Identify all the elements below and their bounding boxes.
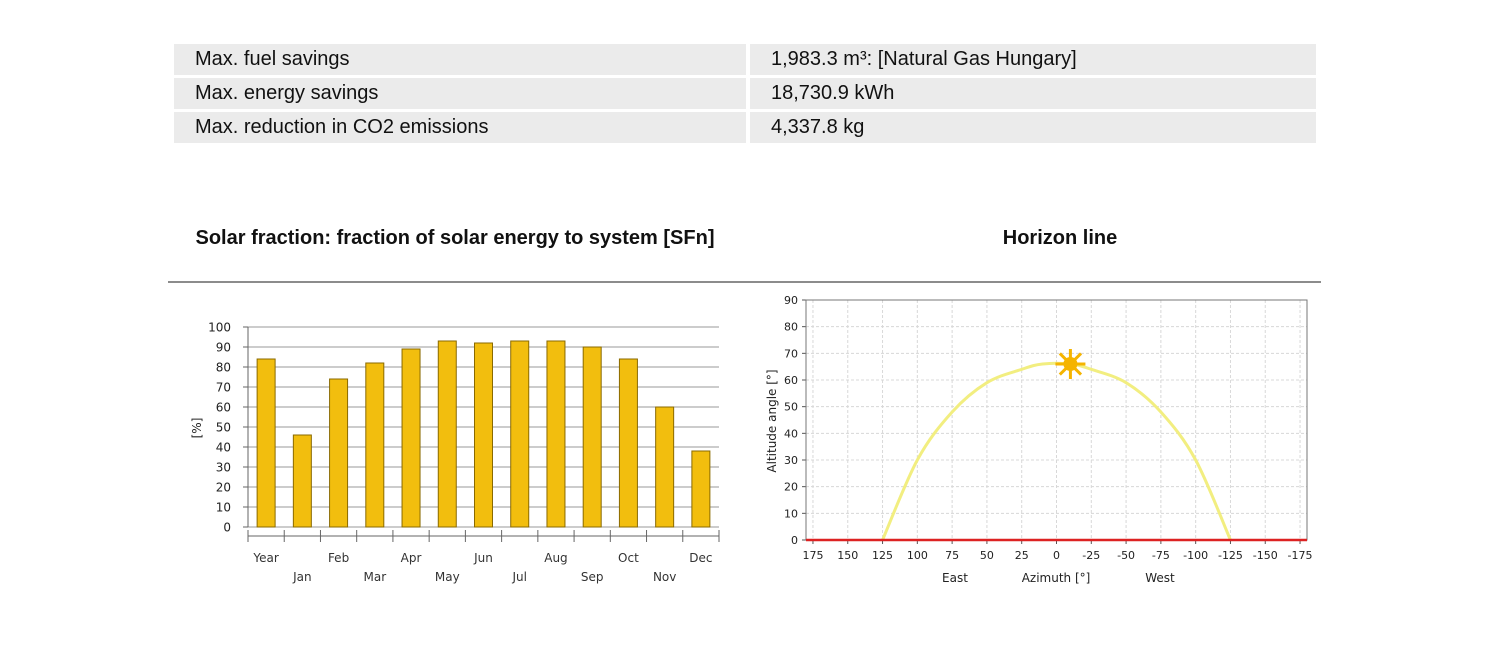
y-tick-label: 0 — [223, 521, 231, 535]
x-tick-label: Jan — [292, 570, 312, 584]
y-tick-label: 90 — [784, 294, 798, 307]
y-tick-label: 10 — [784, 507, 798, 520]
x-tick-label: 125 — [872, 549, 893, 562]
x-tick-label: 50 — [980, 549, 994, 562]
x-tick-label: -75 — [1152, 549, 1170, 562]
y-tick-label: 60 — [784, 374, 798, 387]
summary-value: 1,983.3 m³: [Natural Gas Hungary] — [746, 44, 1316, 75]
summary-label: Max. reduction in CO2 emissions — [174, 112, 746, 143]
y-tick-label: 20 — [784, 481, 798, 494]
x-tick-label: 75 — [945, 549, 959, 562]
x-tick-label: -50 — [1117, 549, 1135, 562]
x-tick-label: Year — [252, 551, 278, 565]
bar — [691, 450, 711, 528]
x-tick-label: Oct — [618, 551, 639, 565]
x-tick-label: -125 — [1218, 549, 1243, 562]
bar — [618, 358, 638, 528]
y-tick-label: 50 — [784, 401, 798, 414]
summary-table: Max. fuel savings 1,983.3 m³: [Natural Ga… — [174, 41, 1316, 146]
y-tick-label: 70 — [784, 347, 798, 360]
east-label: East — [942, 571, 968, 585]
x-tick-label: 150 — [837, 549, 858, 562]
y-tick-label: 50 — [216, 421, 231, 435]
bar — [582, 346, 602, 528]
x-tick-label: 0 — [1053, 549, 1060, 562]
y-tick-label: 0 — [791, 534, 798, 547]
y-tick-label: 20 — [216, 481, 231, 495]
x-tick-label: 175 — [802, 549, 823, 562]
y-tick-label: 30 — [216, 461, 231, 475]
y-tick-label: 80 — [216, 361, 231, 375]
bar — [365, 362, 385, 528]
x-tick-label: Feb — [328, 551, 349, 565]
west-label: West — [1145, 571, 1175, 585]
y-axis-label: Altitude angle [°] — [765, 369, 779, 472]
bar — [510, 340, 530, 528]
x-tick-label: Aug — [544, 551, 567, 565]
y-tick-label: 10 — [216, 501, 231, 515]
y-tick-label: 40 — [784, 427, 798, 440]
x-axis-label: Azimuth [°] — [1022, 571, 1091, 585]
summary-value: 4,337.8 kg — [746, 112, 1316, 143]
bar — [546, 340, 566, 528]
x-tick-label: 100 — [907, 549, 928, 562]
x-tick-label: Jul — [511, 570, 526, 584]
x-tick-label: Dec — [689, 551, 712, 565]
x-tick-label: -25 — [1082, 549, 1100, 562]
x-tick-label: Nov — [653, 570, 676, 584]
bar — [655, 406, 675, 528]
x-tick-label: Jun — [473, 551, 493, 565]
solar-fraction-chart: 0 10 20 30 40 50 60 70 80 90 100 [%] Year Jan Feb Mar Ap… — [190, 321, 720, 584]
summary-label: Max. energy savings — [174, 78, 746, 109]
horizon-line-title: Horizon line — [1002, 227, 1118, 249]
x-tick-label: Apr — [401, 551, 422, 565]
x-tick-label: 25 — [1015, 549, 1029, 562]
x-tick-label: May — [435, 570, 460, 584]
x-tick-label: Sep — [581, 570, 604, 584]
y-tick-label: 80 — [784, 321, 798, 334]
bar — [329, 378, 349, 528]
solar-fraction-title: Solar fraction: fraction of solar energy… — [195, 227, 715, 249]
summary-row: Max. reduction in CO2 emissions 4,337.8 k… — [174, 112, 1316, 143]
summary-label: Max. fuel savings — [174, 44, 746, 75]
y-axis-label: [%] — [190, 418, 204, 439]
bar — [437, 340, 457, 528]
bar — [401, 348, 421, 528]
section-divider — [168, 281, 1321, 283]
x-tick-label: -100 — [1183, 549, 1208, 562]
bar — [474, 342, 493, 528]
summary-value: 18,730.9 kWh — [746, 78, 1316, 109]
sun-core — [1063, 357, 1078, 371]
y-tick-label: 30 — [784, 454, 798, 467]
y-tick-label: 100 — [208, 321, 231, 335]
summary-row: Max. fuel savings 1,983.3 m³: [Natural Ga… — [174, 44, 1316, 75]
x-tick-label: -150 — [1253, 549, 1278, 562]
bar — [292, 434, 312, 528]
summary-row: Max. energy savings 18,730.9 kWh — [174, 78, 1316, 109]
x-tick-label: Mar — [363, 570, 386, 584]
bar — [256, 358, 276, 528]
y-tick-label: 90 — [216, 341, 231, 355]
y-tick-label: 60 — [216, 401, 231, 415]
y-tick-label: 40 — [216, 441, 231, 455]
y-tick-label: 70 — [216, 381, 231, 395]
sun-icon — [1055, 349, 1086, 379]
x-tick-label: -175 — [1288, 549, 1313, 562]
